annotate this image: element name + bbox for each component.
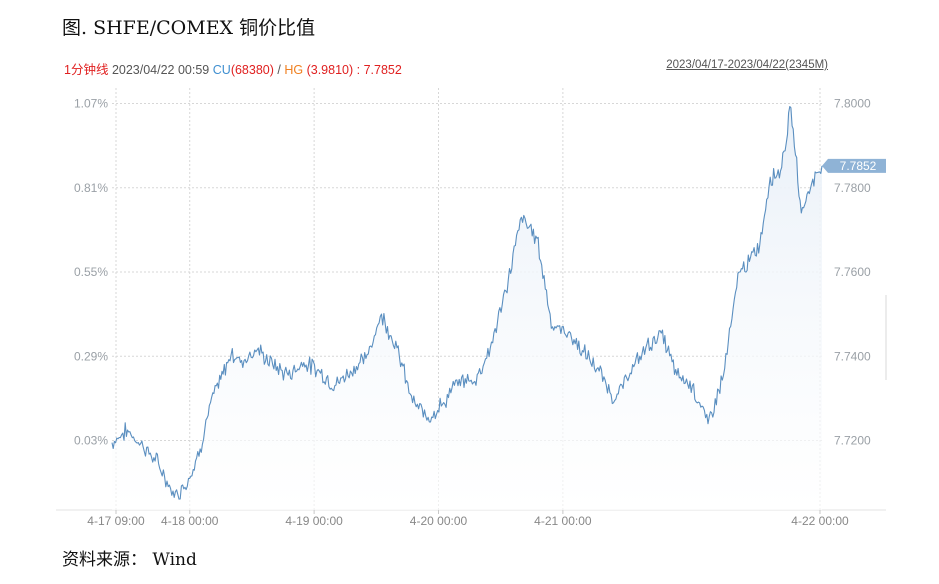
y-left-tick-label: 0.81% (74, 181, 108, 195)
slash-separator: / (277, 63, 281, 77)
cu-value: (68380) (230, 63, 274, 77)
x-tick-label: 4-21 00:00 (534, 514, 592, 528)
x-tick-label: 4-17 09:00 (87, 514, 145, 528)
info-bar: 1分钟线 2023/04/22 00:59 CU(68380) / HG (3.… (64, 59, 402, 78)
datetime-label: 2023/04/22 00:59 (111, 63, 210, 77)
y-right-axis: 7.8000 7.7800 7.7600 7.7400 7.7200 (834, 97, 871, 448)
last-value-badge: 7.7852 (822, 158, 886, 173)
date-range-link[interactable]: 2023/04/17-2023/04/22(2345M) (666, 59, 828, 71)
y-right-tick-label: 7.8000 (834, 97, 871, 111)
x-tick-label: 4-19 00:00 (285, 514, 343, 528)
y-right-tick-label: 7.7800 (834, 181, 871, 195)
hg-label: HG (284, 63, 304, 77)
plot-area (111, 105, 823, 510)
y-right-tick-label: 7.7200 (834, 434, 871, 448)
x-tick-label: 4-20 00:00 (410, 514, 468, 528)
x-axis: 4-17 09:00 4-18 00:00 4-19 00:00 4-20 00:00… (87, 510, 849, 528)
last-value-tag (822, 158, 886, 173)
y-left-tick-label: 1.07% (74, 97, 108, 111)
last-value-label: 7.7852 (840, 159, 877, 173)
y-left-tick-label: 0.03% (74, 434, 108, 448)
cu-label: CU (212, 63, 231, 77)
x-tick-label: 4-22 00:00 (791, 514, 849, 528)
ratio-value: : 7.7852 (356, 63, 402, 77)
x-tick-label: 4-18 00:00 (161, 514, 219, 528)
chart-title: 图. SHFE/COMEX 铜价比值 (62, 17, 316, 39)
y-right-tick-label: 7.7400 (834, 349, 871, 363)
y-left-tick-label: 0.29% (74, 349, 108, 363)
hg-value: (3.9810) (306, 63, 354, 77)
series-area (112, 106, 822, 510)
series-line (111, 105, 823, 500)
y-left-tick-label: 0.55% (74, 265, 108, 279)
y-right-tick-label: 7.7600 (834, 265, 871, 279)
y-left-axis: 1.07% 0.81% 0.55% 0.29% 0.03% (74, 97, 108, 448)
source-note: 资料来源： Wind (62, 550, 197, 570)
period-label[interactable]: 1分钟线 (64, 63, 109, 77)
